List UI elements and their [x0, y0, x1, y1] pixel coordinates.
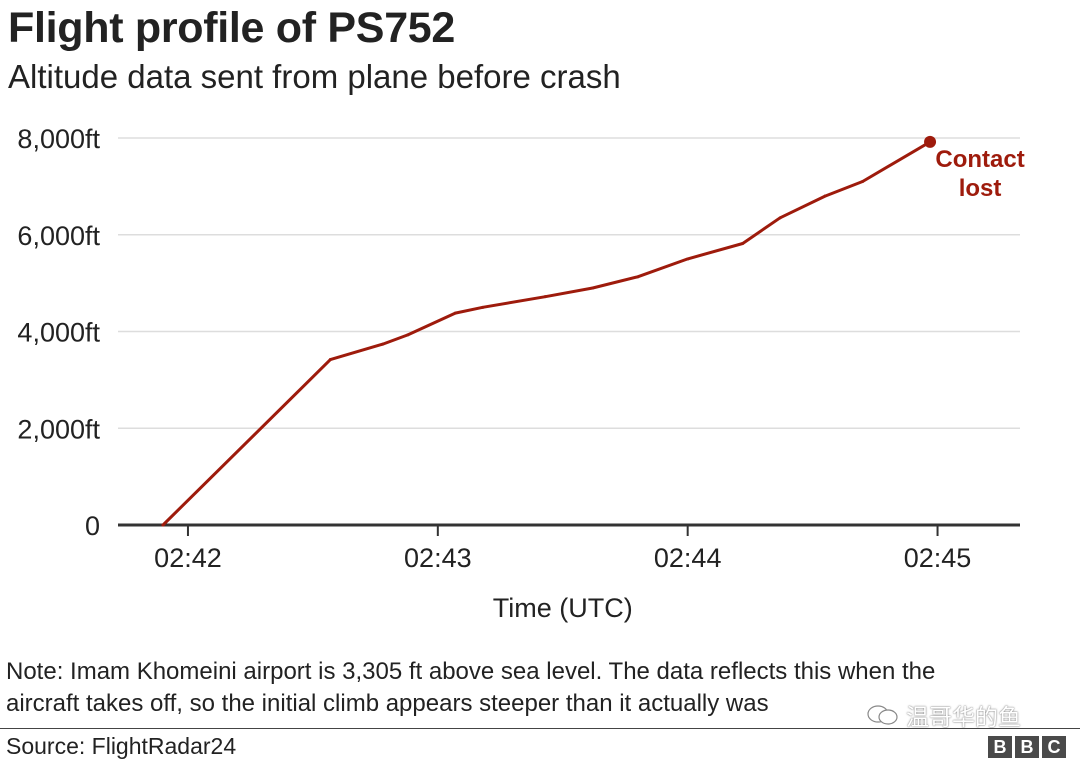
x-tick-label-0: 02:42 — [154, 543, 222, 573]
bbc-logo-letter-2: B — [1015, 736, 1039, 758]
altitude-point-5 — [481, 305, 485, 309]
x-axis-ticks: 02:42 02:43 02:44 02:45 — [154, 525, 971, 573]
x-tick-label-1: 02:43 — [404, 543, 472, 573]
altitude-point-12 — [823, 194, 827, 198]
altitude-point-3 — [406, 333, 410, 337]
y-tick-label-4: 8,000ft — [17, 124, 100, 154]
altitude-point-10 — [741, 241, 745, 245]
contact-lost-label-line-1: Contact — [935, 146, 1024, 173]
footer-divider — [0, 728, 1080, 729]
altitude-point-8 — [636, 275, 640, 279]
watermark-text: 温哥华的鱼 — [906, 704, 1021, 730]
altitude-point-2 — [381, 342, 385, 346]
y-tick-label-3: 6,000ft — [17, 221, 100, 251]
bbc-logo-letter-1: B — [988, 736, 1012, 758]
note-line-2: aircraft takes off, so the initial climb… — [6, 690, 769, 717]
chart-subtitle: Altitude data sent from plane before cra… — [8, 58, 621, 95]
altitude-point-13 — [861, 180, 865, 184]
altitude-line — [161, 140, 932, 527]
altitude-point-7 — [591, 286, 595, 290]
source-credit: Source: FlightRadar24 — [6, 733, 237, 759]
y-tick-label-0: 0 — [85, 511, 100, 541]
altitude-points — [161, 140, 932, 527]
altitude-point-9 — [686, 257, 690, 261]
x-tick-label-3: 02:45 — [904, 543, 972, 573]
y-axis-tick-labels: 0 2,000ft 4,000ft 6,000ft 8,000ft — [17, 124, 100, 541]
x-tick-label-2: 02:44 — [654, 543, 722, 573]
gridlines — [118, 137, 1020, 429]
altitude-point-4 — [453, 311, 457, 315]
y-tick-label-2: 4,000ft — [17, 318, 100, 348]
altitude-point-6 — [543, 295, 547, 299]
line-chart: 0 2,000ft 4,000ft 6,000ft 8,000ft 02:42 02:43… — [17, 124, 1024, 623]
bbc-logo-letter-3: C — [1042, 736, 1066, 758]
contact-lost-marker — [924, 135, 937, 148]
chart-note: Note: Imam Khomeini airport is 3,305 ft … — [6, 656, 1074, 720]
chart-title: Flight profile of PS752 — [8, 4, 456, 52]
altitude-point-11 — [778, 216, 782, 220]
altitude-point-0 — [161, 523, 165, 527]
note-line-1: Note: Imam Khomeini airport is 3,305 ft … — [6, 658, 936, 685]
chat-bubbles-icon — [867, 705, 898, 725]
bbc-logo: B B C — [988, 736, 1066, 758]
y-tick-label-1: 2,000ft — [17, 414, 100, 444]
watermark: 温哥华的鱼 — [866, 698, 1021, 732]
x-axis-label: Time (UTC) — [493, 593, 633, 623]
contact-lost-label-line-2: lost — [959, 175, 1002, 202]
altitude-point-1 — [328, 358, 332, 362]
